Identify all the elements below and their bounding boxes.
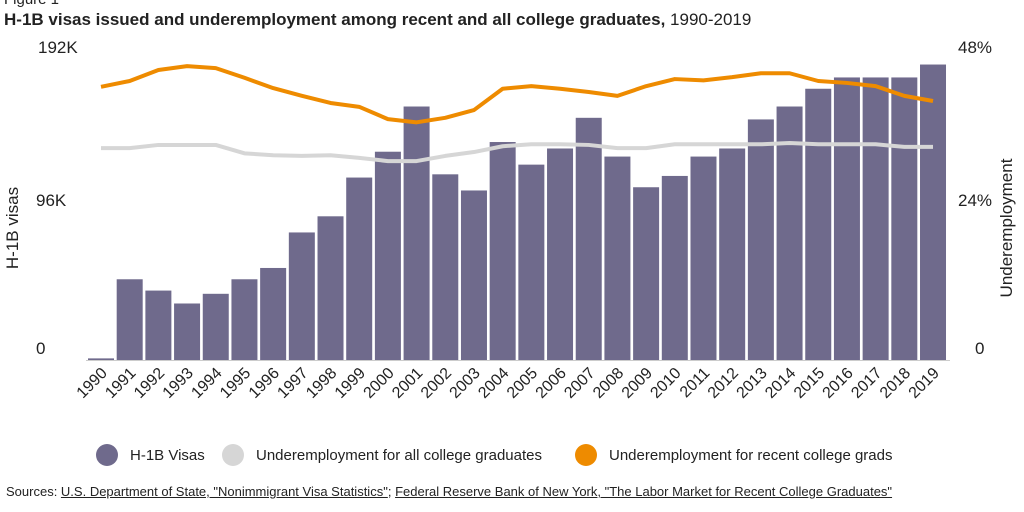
x-tick-label: 2006	[533, 365, 570, 402]
x-tick-label: 2018	[877, 365, 914, 402]
line-recent-grads	[100, 64, 934, 125]
x-tick-label: 2005	[504, 365, 541, 402]
bar-2007	[575, 117, 602, 360]
legend-item-recent-grads: Underemployment for recent college grads	[575, 444, 892, 466]
bar-2015	[805, 88, 832, 360]
legend-item-all-grads: Underemployment for all college graduate…	[222, 444, 542, 466]
bar-2013	[747, 119, 774, 360]
x-tick-label: 1994	[188, 365, 225, 402]
bar-1997	[288, 232, 315, 360]
x-tick-label: 2016	[820, 365, 857, 402]
x-tick-label: 2019	[906, 365, 943, 402]
bar-2011	[690, 156, 717, 360]
x-tick-label: 2011	[677, 365, 713, 401]
y-left-axis-label: H-1B visas	[3, 187, 22, 269]
bar-2014	[776, 106, 803, 361]
sources-prefix: Sources:	[6, 484, 61, 499]
x-tick-label: 2014	[762, 365, 799, 402]
chart-title: H-1B visas issued and underemployment am…	[4, 10, 751, 30]
y-right-tick-label: 0	[975, 339, 984, 358]
x-tick-label: 2001	[389, 365, 426, 402]
y-left-tick-label: 0	[36, 339, 45, 358]
x-tick-label: 1998	[303, 365, 340, 402]
bar-2016	[833, 77, 860, 361]
bar-2010	[661, 175, 688, 360]
bar-2012	[719, 148, 746, 360]
x-tick-label: 1999	[332, 365, 369, 402]
y-right-axis-label: Underemployment	[997, 158, 1016, 297]
x-tick-label: 1997	[274, 365, 311, 402]
legend-item-h1b: H-1B Visas	[96, 444, 205, 466]
bar-2002	[432, 174, 459, 360]
sources-separator: ;	[387, 484, 396, 499]
x-tick-label: 2009	[619, 365, 656, 402]
x-tick-label: 2004	[475, 365, 512, 402]
x-tick-label: 1995	[217, 365, 254, 402]
legend-label: Underemployment for all college graduate…	[256, 446, 542, 464]
x-tick-label: 1991	[102, 365, 139, 402]
title-bold: H-1B visas issued and underemployment am…	[4, 10, 666, 29]
x-tick-label: 2007	[561, 365, 598, 402]
y-left-tick-label: 192K	[38, 38, 78, 57]
bar-2018	[891, 77, 918, 361]
bar-2008	[604, 156, 631, 360]
y-right-tick-label: 24%	[958, 191, 992, 210]
legend-label: Underemployment for recent college grads	[609, 446, 893, 464]
title-years: 1990-2019	[665, 10, 752, 29]
x-tick-label: 2012	[705, 365, 742, 402]
sources: Sources: U.S. Department of State, "Noni…	[6, 484, 966, 499]
bar-1996	[260, 267, 287, 360]
legend-swatch	[96, 444, 118, 466]
bar-2017	[862, 77, 889, 361]
line-all-grads	[101, 141, 934, 164]
bar-1995	[231, 279, 258, 360]
y-left-tick-label: 96K	[36, 191, 67, 210]
legend-label: H-1B Visas	[130, 446, 205, 464]
x-tick-label: 2003	[447, 365, 484, 402]
bar-2000	[374, 151, 401, 360]
x-tick-label: 2013	[734, 365, 771, 402]
x-tick-label: 2010	[647, 365, 684, 402]
bar-2019	[920, 64, 947, 360]
x-tick-label: 2000	[361, 365, 398, 402]
bar-1998	[317, 216, 344, 360]
x-tick-label: 2017	[848, 365, 885, 402]
x-tick-label: 2008	[590, 365, 627, 402]
source-link-nyfed[interactable]: Federal Reserve Bank of New York, "The L…	[395, 484, 893, 499]
bar-1991	[116, 279, 143, 360]
bar-2009	[633, 187, 660, 360]
chart: 0 96K 192K 0 24% 48% H-1B visas Underemployment…	[3, 38, 1016, 402]
x-tick-label: 1993	[160, 365, 197, 402]
bar-2006	[547, 148, 574, 360]
x-tick-label: 1996	[246, 365, 283, 402]
x-tick-label: 1992	[131, 365, 168, 402]
source-link-state[interactable]: U.S. Department of State, "Nonimmigrant …	[60, 484, 388, 499]
bar-1990	[88, 358, 114, 360]
bar-2005	[518, 164, 545, 360]
y-right-tick-label: 48%	[958, 38, 992, 57]
x-tick-label: 1990	[74, 365, 111, 402]
bar-2003	[460, 190, 487, 360]
figure-label: Figure 1	[4, 0, 59, 8]
bar-1999	[346, 177, 373, 360]
bar-1994	[202, 293, 229, 360]
bar-2004	[489, 142, 516, 360]
bar-1993	[174, 303, 201, 360]
bar-2001	[403, 106, 430, 361]
bar-1992	[145, 290, 172, 360]
legend-swatch	[575, 444, 597, 466]
legend-swatch	[222, 444, 244, 466]
x-tick-label: 2015	[791, 365, 828, 402]
x-tick-label: 2002	[418, 365, 455, 402]
